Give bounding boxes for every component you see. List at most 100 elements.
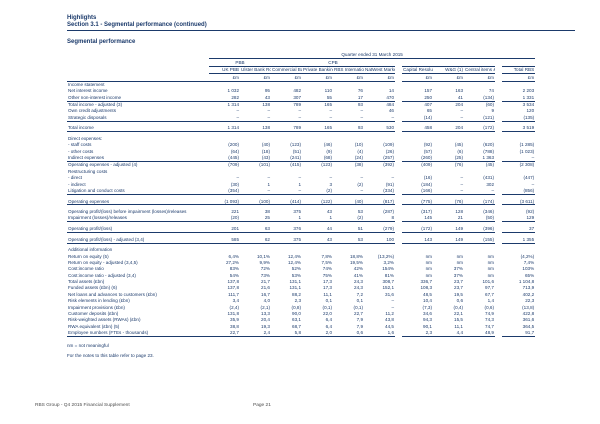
table-row: - other costs (64) (18) (51) (9) (4) (26) (57) (… [67, 148, 535, 154]
gap [495, 233, 502, 244]
value-cell: (2,4) [229, 304, 239, 310]
value-cell: (775) [402, 194, 433, 206]
value-cell: 65% [524, 272, 535, 278]
value-cell [364, 132, 395, 142]
value-cell: nm [487, 259, 494, 265]
value-cell: (50) [464, 215, 495, 223]
gap [395, 132, 402, 142]
table-row: Strategic disposals – – – – – – (14) – (121) (135) [67, 114, 536, 122]
value-cell: 22,1 [454, 310, 463, 316]
value-cell: 402,2 [522, 291, 535, 297]
row-label: Operating profit/(loss) - adjusted (3,4) [67, 232, 209, 244]
value-cell: 90,1 [423, 323, 432, 329]
value-cell: 38 [264, 209, 270, 215]
footer-page-number: Page 21 [253, 403, 271, 408]
value-cell: (2 308) [519, 162, 535, 168]
gap [395, 101, 402, 108]
value-cell: – [329, 108, 332, 114]
value-cell: nm [456, 253, 463, 259]
value-cell: 17,3 [323, 285, 332, 291]
value-cell: 91,7 [502, 329, 536, 338]
value-cell: 7,9 [356, 323, 363, 329]
value-cell: 2 203 [522, 88, 535, 94]
value-cell: 22,0 [323, 310, 332, 316]
table-row: Total assets (£bn) 137,8 21,7 131,1 17,3 24,3… [67, 279, 535, 285]
value-cell: 120 [526, 108, 535, 114]
value-cell: 1 104,8 [518, 279, 535, 285]
table-row: Operating profit/(loss) 201 63 376 44 51 (279)… [67, 221, 536, 233]
value-cell: (92) [526, 209, 535, 215]
section-heading: Income statement [68, 81, 105, 87]
value-cell: – [333, 114, 364, 122]
value-cell: 308,7 [382, 279, 395, 285]
value-cell: 484 [386, 102, 394, 108]
row-label: Direct expenses: [68, 135, 103, 141]
value-cell: 15,5 [454, 317, 463, 323]
gap [495, 188, 502, 195]
value-cell: (45) [454, 142, 463, 148]
column-header: Private Banking [302, 66, 333, 75]
value-cell: 10,1% [256, 253, 270, 259]
table-row: Litigation and conduct costs (354) – – (2) –(… [67, 187, 536, 195]
value-cell: 282 [209, 94, 240, 102]
value-cell [502, 132, 535, 142]
value-cell: 74 [488, 88, 494, 94]
value-cell: 12,4% [287, 259, 301, 265]
footnote-page-ref: For the notes to this table refer to pag… [67, 353, 154, 359]
corner-cell [67, 52, 209, 59]
value-cell: 7,4% [523, 259, 535, 265]
table-row: Operating expenses (1 093) (100) (414) (122)… [67, 194, 536, 206]
value-cell: 74% [322, 266, 332, 272]
unit-label: £m [402, 73, 433, 82]
value-cell: (135) [502, 114, 536, 122]
value-cell: 585 [209, 232, 240, 244]
row-label: Indirect expenses [67, 154, 209, 163]
value-cell: 375 [293, 209, 301, 215]
row-label: Return on equity (5) [68, 253, 109, 259]
row-label: Risk elements in lending (£bn) [68, 298, 130, 304]
unit-label: £m [433, 73, 464, 82]
value-cell: 74,3 [485, 317, 494, 323]
value-cell: 43,8 [385, 317, 394, 323]
table-row: Restructuring costs [67, 168, 535, 174]
value-cell: 6,4% [228, 253, 239, 259]
value-cell: 43 [326, 209, 332, 215]
value-cell [240, 132, 271, 142]
value-cell: 149 [433, 221, 464, 233]
table-row: Indirect expenses (445) (43) (241) (68) (24)(… [67, 154, 536, 163]
table-row: Impairment provisions (£bn) (2,4) (2,1) (0,… [67, 304, 535, 310]
value-cell: (709) [228, 162, 239, 168]
value-cell: 22,3 [525, 298, 535, 304]
value-cell: 93 [357, 102, 363, 108]
value-cell: 530 [364, 121, 395, 133]
value-cell: 51 [333, 221, 364, 233]
value-cell: (16) [423, 175, 432, 181]
table-row: Total income 1 314 138 789 165 93 530 458 204 (17… [67, 121, 536, 133]
value-cell: 149 [433, 232, 464, 244]
row-label: Total income [67, 121, 209, 133]
value-cell: (51) [292, 148, 301, 154]
table-row: Funded assets (£bn) (6) 137,8 21,6 131,1 17,… [67, 285, 535, 291]
value-cell: 73% [260, 272, 270, 278]
value-cell: 7,9 [356, 317, 363, 323]
row-label: Risk-weighted assets (RWAs) (£bn) [68, 317, 141, 323]
gap [395, 121, 402, 132]
value-cell: – [236, 175, 239, 181]
value-cell: (0,8) [291, 304, 301, 310]
value-cell: (174) [464, 194, 495, 206]
value-cell: (287) [383, 209, 394, 215]
value-cell: (334) [364, 187, 395, 195]
value-cell: (25) [433, 154, 464, 163]
value-cell: 137,8 [227, 285, 240, 291]
value-cell: 41% [353, 272, 363, 278]
value-cell: (447) [523, 175, 535, 181]
value-cell: 204 [433, 121, 464, 133]
value-cell: 11,1 [454, 323, 463, 329]
value-cell: nm [425, 266, 432, 272]
value-cell: (155) [464, 232, 495, 244]
column-header: UK PBB [209, 66, 240, 75]
value-cell: 407 [424, 102, 432, 108]
gap [395, 194, 402, 205]
value-cell: (14) [402, 114, 433, 122]
unit-label: £m [271, 73, 302, 82]
